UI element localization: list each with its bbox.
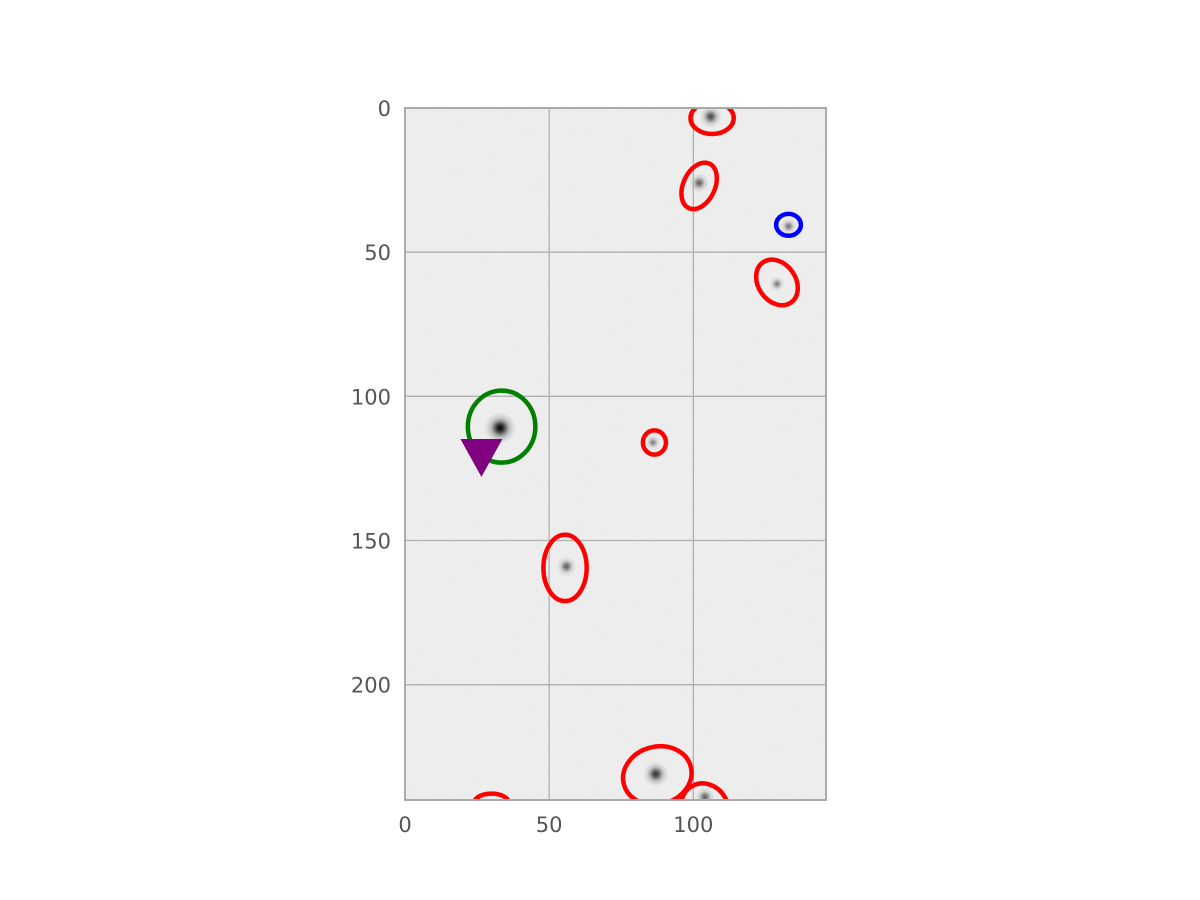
source-blob-7 (642, 761, 669, 788)
ellipse-annotations (465, 108, 804, 800)
green-ellipse-9 (465, 388, 538, 465)
red-ellipse-4 (541, 532, 589, 604)
source-blob-5 (645, 434, 661, 451)
source-blob-6 (556, 556, 577, 577)
x-tick-label-0: 0 (398, 813, 411, 837)
red-ellipse-2 (753, 257, 801, 308)
y-tick-label-100: 100 (351, 385, 391, 409)
marker-annotations (460, 439, 503, 477)
red-ellipse-1 (679, 160, 720, 212)
triangle-down-marker-0 (460, 439, 503, 477)
source-blob-8 (694, 787, 715, 800)
red-ellipse-3 (640, 428, 669, 457)
axes-frame (404, 107, 827, 801)
red-ellipse-6 (678, 781, 731, 800)
red-ellipse-5 (620, 743, 694, 800)
blue-ellipse-8 (773, 211, 804, 238)
source-blob-0 (699, 108, 723, 129)
x-tick-label-50: 50 (536, 813, 563, 837)
x-tick-label-100: 100 (673, 813, 713, 837)
tick-labels: 0 50 100 0 50 100 150 200 (351, 97, 713, 837)
source-blob-4 (484, 412, 517, 445)
source-blob-3 (768, 275, 785, 292)
plot-area (405, 108, 826, 800)
source-blob-2 (780, 217, 798, 235)
sources-layer (484, 108, 798, 800)
image-noise (405, 108, 826, 800)
y-tick-label-50: 50 (364, 241, 391, 265)
source-blob-1 (689, 172, 710, 193)
y-tick-label-150: 150 (351, 530, 391, 554)
y-tick-label-200: 200 (351, 674, 391, 698)
grid-lines (405, 108, 826, 800)
y-tick-label-0: 0 (378, 97, 391, 121)
red-ellipse-7 (472, 791, 511, 800)
red-ellipse-0 (688, 108, 736, 137)
